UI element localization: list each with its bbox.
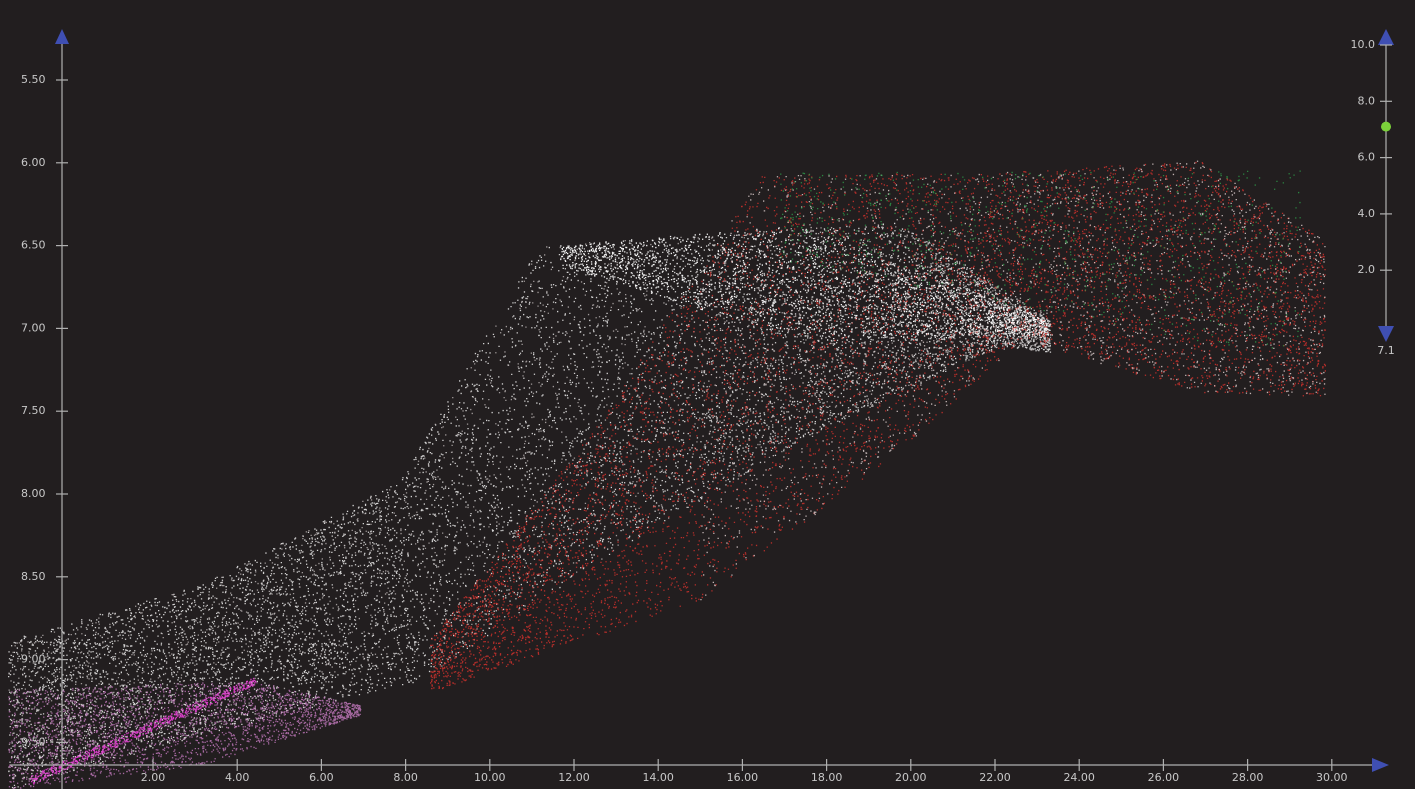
y-tick-label: 6.50 xyxy=(21,239,46,252)
slider-tick-label: 2.0 xyxy=(1358,263,1376,276)
x-tick-label: 16.00 xyxy=(727,771,759,784)
x-tick-label: 14.00 xyxy=(642,771,674,784)
y-tick-label: 9.50 xyxy=(21,735,46,748)
point-cloud-view: 5.50 6.00 6.50 7.00 7.50 8.00 8.50 9.00 9.50 2.00… xyxy=(0,0,1415,789)
page: 5.50 6.00 6.50 7.00 7.50 8.00 8.50 9.00 9.50 2.00… xyxy=(0,0,1415,789)
slider-tick-label: 4.0 xyxy=(1358,207,1376,220)
slider-tick-label: 10.0 xyxy=(1351,38,1376,51)
x-tick-label: 26.00 xyxy=(1148,771,1180,784)
y-tick-label: 6.00 xyxy=(21,156,46,169)
x-tick-label: 6.00 xyxy=(309,771,334,784)
x-tick-label: 2.00 xyxy=(141,771,166,784)
y-tick-label: 8.50 xyxy=(21,570,46,583)
slider-handle[interactable] xyxy=(1381,122,1391,132)
y-tick-label: 7.50 xyxy=(21,404,46,417)
y-tick-label: 7.00 xyxy=(21,321,46,334)
x-tick-label: 12.00 xyxy=(558,771,590,784)
x-tick-label: 8.00 xyxy=(393,771,418,784)
x-tick-label: 20.00 xyxy=(895,771,927,784)
x-tick-label: 28.00 xyxy=(1232,771,1264,784)
y-tick-label: 5.50 xyxy=(21,73,46,86)
x-tick-label: 24.00 xyxy=(1063,771,1095,784)
x-tick-label: 30.00 xyxy=(1316,771,1348,784)
x-tick-label: 22.00 xyxy=(979,771,1011,784)
x-tick-label: 4.00 xyxy=(225,771,250,784)
y-tick-label: 9.00 xyxy=(21,653,46,666)
slider-tick-label: 6.0 xyxy=(1358,151,1376,164)
slider-tick-label: 8.0 xyxy=(1358,94,1376,107)
x-tick-label: 10.00 xyxy=(474,771,506,784)
slider-value: 7.1 xyxy=(1377,344,1395,357)
x-tick-label: 18.00 xyxy=(811,771,843,784)
y-tick-label: 8.00 xyxy=(21,487,46,500)
